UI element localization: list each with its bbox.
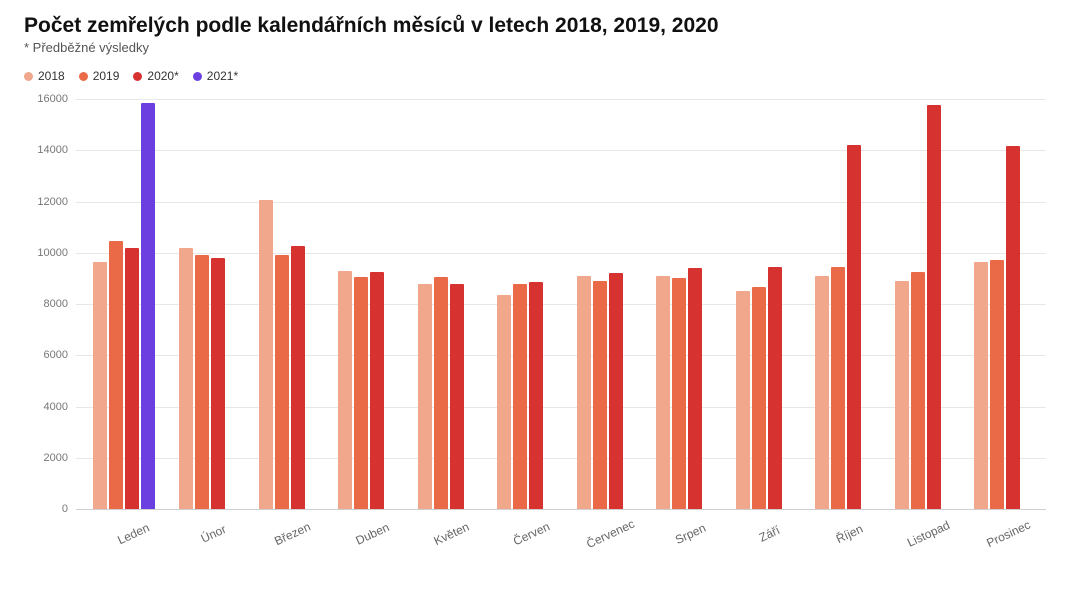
bar[interactable]: [656, 276, 670, 509]
month-group: [641, 99, 721, 509]
bar[interactable]: [109, 241, 123, 509]
bar[interactable]: [815, 276, 829, 509]
y-tick-label: 10000: [37, 247, 68, 259]
legend-label: 2018: [38, 69, 65, 83]
month-group: [323, 99, 403, 509]
x-tick-label: Srpen: [648, 503, 744, 587]
bar[interactable]: [847, 145, 861, 509]
bar[interactable]: [688, 268, 702, 509]
chart-area: 0 2000 4000 6000 8000 10000 12000 14000 16000 Le…: [24, 89, 1056, 569]
bar[interactable]: [450, 284, 464, 510]
month-group: [800, 99, 880, 509]
bar[interactable]: [911, 272, 925, 509]
x-tick-label: Leden: [91, 503, 187, 587]
bar[interactable]: [609, 273, 623, 509]
y-tick-label: 4000: [44, 401, 68, 413]
bar[interactable]: [259, 200, 273, 509]
y-tick-label: 14000: [37, 144, 68, 156]
bar[interactable]: [354, 277, 368, 509]
legend-item[interactable]: 2021*: [193, 69, 238, 83]
bar[interactable]: [1006, 146, 1020, 509]
bar[interactable]: [529, 282, 543, 509]
legend-label: 2020*: [147, 69, 178, 83]
x-tick-label: Duben: [330, 503, 426, 587]
bars: [76, 99, 1046, 509]
legend-label: 2021*: [207, 69, 238, 83]
legend-dot-icon: [24, 72, 33, 81]
legend-dot-icon: [133, 72, 142, 81]
bar[interactable]: [577, 276, 591, 509]
bar[interactable]: [179, 248, 193, 509]
x-tick-label: Září: [727, 503, 823, 587]
bar[interactable]: [768, 267, 782, 509]
bar[interactable]: [211, 258, 225, 509]
bar[interactable]: [125, 248, 139, 509]
month-group: [243, 99, 323, 509]
legend-item[interactable]: 2018: [24, 69, 65, 83]
bar[interactable]: [831, 267, 845, 509]
month-group: [561, 99, 641, 509]
x-tick-label: Březen: [250, 503, 346, 587]
bar[interactable]: [974, 262, 988, 509]
chart-title: Počet zemřelých podle kalendářních měsíc…: [24, 14, 1056, 38]
y-tick-label: 8000: [44, 298, 68, 310]
legend-item[interactable]: 2020*: [133, 69, 178, 83]
legend-label: 2019: [93, 69, 120, 83]
month-group: [402, 99, 482, 509]
x-tick-label: Říjen: [807, 503, 903, 587]
bar[interactable]: [513, 284, 527, 510]
x-tick-label: Červen: [489, 503, 585, 587]
x-tick-label: Červenec: [568, 503, 664, 587]
bar[interactable]: [275, 255, 289, 509]
x-tick-label: Květen: [409, 503, 505, 587]
legend: 2018 2019 2020* 2021*: [24, 69, 1056, 83]
bar[interactable]: [291, 246, 305, 509]
bar[interactable]: [434, 277, 448, 509]
legend-dot-icon: [79, 72, 88, 81]
x-tick-label: Únor: [171, 503, 267, 587]
bar[interactable]: [338, 271, 352, 509]
bar[interactable]: [497, 295, 511, 509]
bar[interactable]: [752, 287, 766, 509]
bar[interactable]: [895, 281, 909, 509]
month-group: [879, 99, 959, 509]
chart-subtitle: * Předběžné výsledky: [24, 40, 1056, 55]
bar[interactable]: [736, 291, 750, 509]
plot-area: [76, 99, 1046, 509]
month-group: [482, 99, 562, 509]
month-group: [164, 99, 244, 509]
legend-dot-icon: [193, 72, 202, 81]
bar[interactable]: [141, 103, 155, 509]
x-axis-labels: LedenÚnorBřezenDubenKvětenČervenČervenec…: [76, 513, 1046, 569]
y-tick-label: 0: [62, 503, 68, 515]
x-tick-label: Listopad: [886, 503, 982, 587]
month-group: [959, 99, 1039, 509]
bar[interactable]: [93, 262, 107, 509]
month-group: [84, 99, 164, 509]
legend-item[interactable]: 2019: [79, 69, 120, 83]
bar[interactable]: [418, 284, 432, 510]
x-tick-label: Prosinec: [966, 503, 1062, 587]
y-tick-label: 2000: [44, 452, 68, 464]
y-tick-label: 16000: [37, 93, 68, 105]
bar[interactable]: [370, 272, 384, 509]
y-tick-label: 12000: [37, 196, 68, 208]
bar[interactable]: [927, 105, 941, 509]
y-tick-label: 6000: [44, 349, 68, 361]
y-axis-labels: 0200040006000800010000120001400016000: [24, 99, 72, 509]
bar[interactable]: [990, 260, 1004, 509]
month-group: [720, 99, 800, 509]
bar[interactable]: [672, 278, 686, 509]
bar[interactable]: [195, 255, 209, 509]
bar[interactable]: [593, 281, 607, 509]
